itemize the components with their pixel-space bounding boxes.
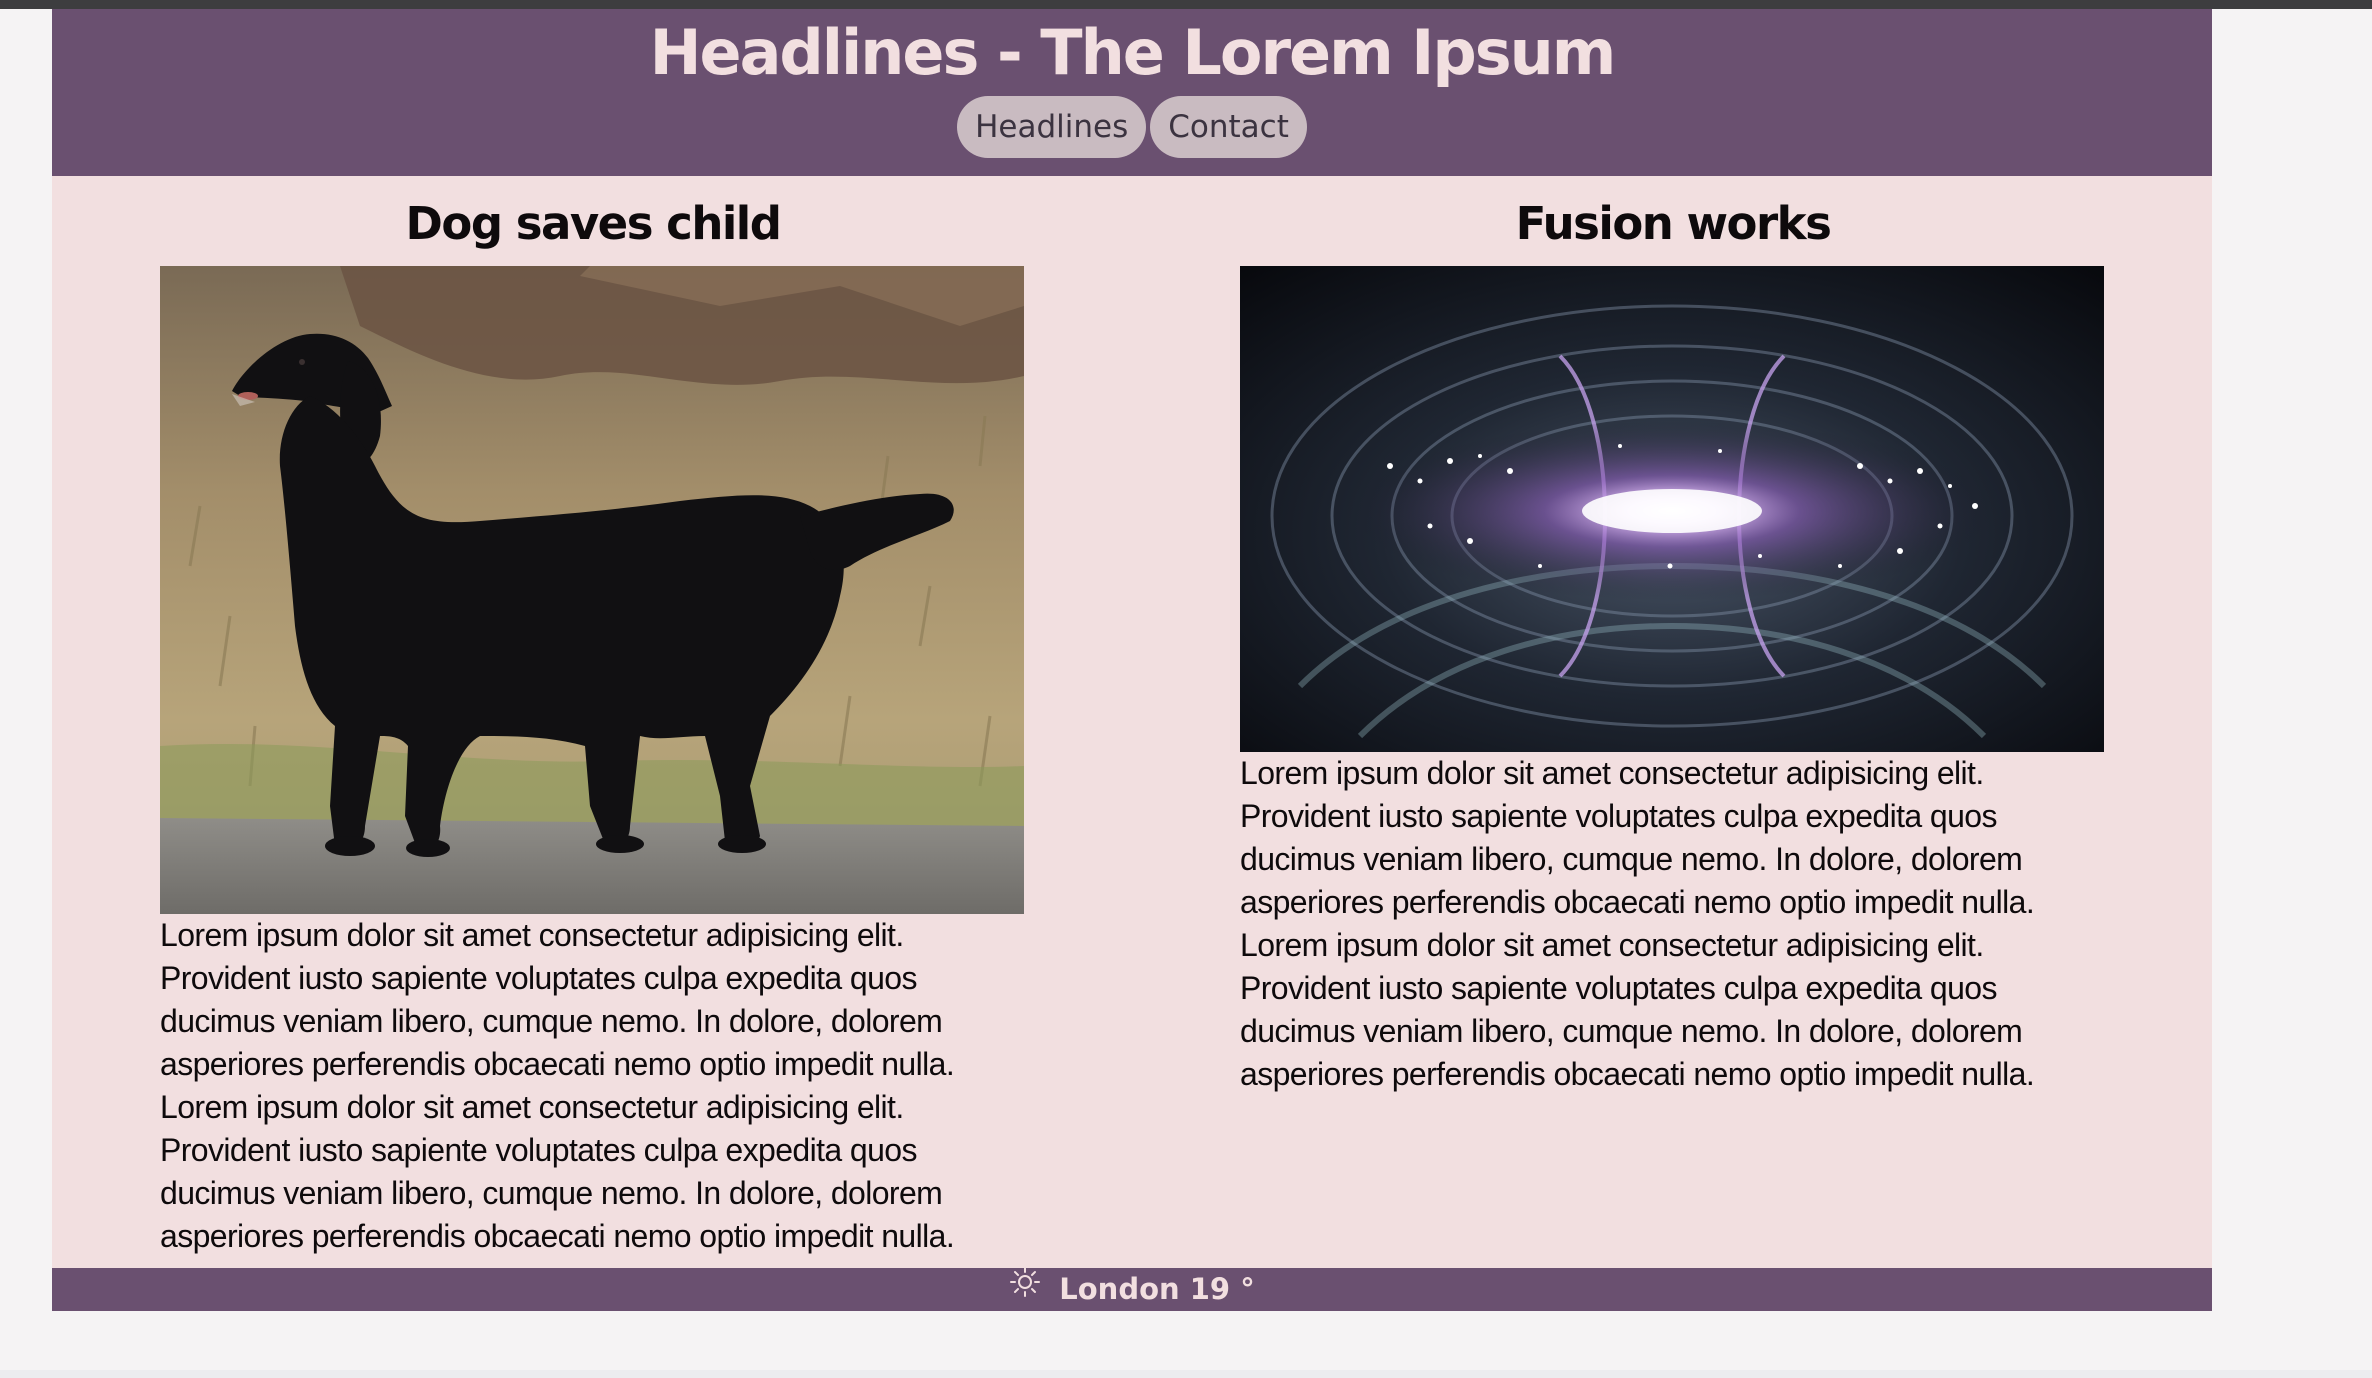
- nav-headlines-button[interactable]: Headlines: [957, 96, 1147, 158]
- article-title: Dog saves child: [405, 197, 782, 250]
- nav-contact-button[interactable]: Contact: [1150, 96, 1307, 158]
- article-paragraph: Lorem ipsum dolor sit amet consectetur a…: [1240, 927, 2035, 1092]
- page-container: Headlines - The Lorem Ipsum Headlines Co…: [52, 9, 2212, 1311]
- fusion-reactor-photo: [1240, 266, 2104, 752]
- article-fusion-works: Fusion works: [1240, 176, 2106, 1096]
- article-title: Fusion works: [1515, 197, 1832, 250]
- site-header: Headlines - The Lorem Ipsum Headlines Co…: [52, 9, 2212, 176]
- weather-footer: London 19 °: [52, 1266, 2212, 1311]
- sun-icon: [1009, 1266, 1041, 1310]
- article-paragraph: Lorem ipsum dolor sit amet consectetur a…: [1240, 755, 2035, 920]
- main-nav: Headlines Contact: [52, 96, 2212, 158]
- page-bottom-strip: [0, 1370, 2372, 1378]
- articles-section: Dog saves child: [52, 176, 2212, 1268]
- weather-text: London 19 °: [1059, 1272, 1255, 1306]
- site-title: Headlines - The Lorem Ipsum: [649, 16, 1617, 89]
- article-dog-saves-child: Dog saves child: [160, 176, 1026, 1258]
- browser-top-bar: [0, 0, 2372, 9]
- dog-photo: [160, 266, 1024, 914]
- article-paragraph: Lorem ipsum dolor sit amet consectetur a…: [160, 917, 955, 1082]
- article-paragraph: Lorem ipsum dolor sit amet consectetur a…: [160, 1089, 955, 1254]
